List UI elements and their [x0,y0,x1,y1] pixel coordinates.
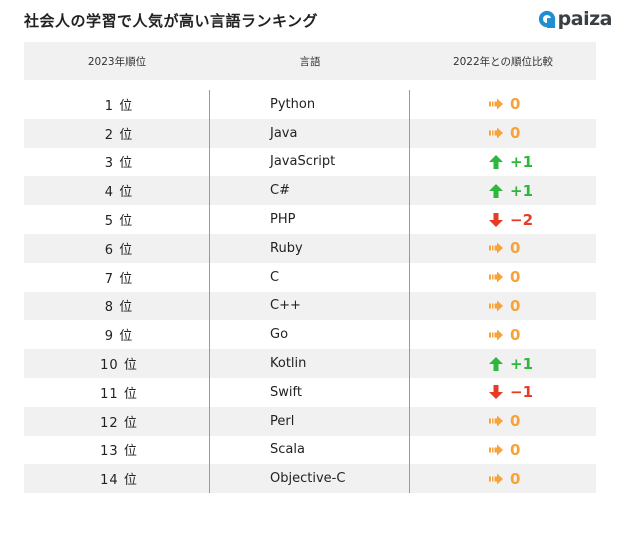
language-cell: Java [270,125,298,141]
rank-change-value: 0 [510,124,521,143]
table-row: 13 位 Scala 0 [24,436,596,465]
rank-cell: 2 位 [104,127,134,143]
rank-change-value: +1 [510,354,534,373]
compare-cell: 0 [410,297,596,315]
ranking-table: 2023年順位 言語 2022年との順位比較 1 位 Python 0 2 位 Java… [24,42,596,494]
compare-cell: +1 [410,182,596,200]
table-row: 9 位 Go 0 [24,320,596,349]
table-header: 2023年順位 言語 2022年との順位比較 [24,42,596,80]
table-row: 2 位 Java 0 [24,118,596,148]
table-row: 5 位 PHP −2 [24,205,596,234]
language-cell: JavaScript [270,154,336,170]
logo-text: paiza [557,8,613,30]
language-cell: Kotlin [270,356,307,372]
table-row: 3 位 JavaScript +1 [24,148,596,177]
arrow-right-icon [489,415,503,427]
rank-cell: 14 位 [100,473,138,489]
table-row: 1 位 Python 0 [24,90,596,119]
arrow-right-icon [489,98,503,110]
rank-change-value: +1 [510,152,534,171]
language-cell: Objective-C [270,471,346,487]
rank-cell: 13 位 [100,444,138,460]
compare-cell: 0 [410,326,596,344]
rank-cell: 8 位 [104,300,134,316]
rank-change-value: 0 [510,95,521,114]
rank-cell: 1 位 [104,98,134,114]
language-cell: Go [270,327,289,343]
rank-change-value: 0 [510,412,521,431]
column-divider [209,90,210,494]
rank-cell: 3 位 [104,156,134,172]
compare-cell: 0 [410,239,596,257]
language-cell: C [270,269,280,285]
table-row: 11 位 Swift −1 [24,378,596,407]
language-cell: Scala [270,442,305,458]
rank-change-value: 0 [510,296,521,315]
language-cell: Ruby [270,240,303,256]
header-language: 言語 [299,55,321,68]
compare-cell: 0 [410,268,596,286]
compare-cell: 0 [410,412,596,430]
table-body: 1 位 Python 0 2 位 Java 0 3 位 JavaScript +1 4 位 C# +1… [24,90,596,494]
compare-cell: +1 [410,153,596,171]
language-cell: Perl [270,413,295,429]
compare-cell: 0 [410,124,596,142]
compare-cell: 0 [410,441,596,459]
paiza-logo-icon [538,10,555,28]
rank-change-value: 0 [510,469,521,488]
language-cell: Swift [270,384,302,400]
language-cell: C++ [270,298,301,314]
arrow-down-icon [489,212,503,227]
arrow-up-icon [489,183,503,198]
rank-cell: 11 位 [100,386,138,402]
arrow-right-icon [489,473,503,485]
language-cell: C# [270,183,290,199]
header-compare: 2022年との順位比較 [452,55,554,68]
compare-cell: 0 [410,470,596,488]
rank-change-value: 0 [510,268,521,287]
table-row: 7 位 C 0 [24,263,596,292]
rank-cell: 4 位 [104,185,134,201]
arrow-right-icon [489,300,503,312]
rank-cell: 5 位 [104,214,134,230]
arrow-right-icon [489,329,503,341]
table-row: 10 位 Kotlin +1 [24,349,596,378]
column-divider [409,90,410,494]
rank-cell: 6 位 [104,242,134,258]
arrow-right-icon [489,242,503,254]
arrow-right-icon [489,271,503,283]
arrow-up-icon [489,356,503,371]
rank-change-value: −1 [510,383,534,402]
rank-change-value: 0 [510,325,521,344]
compare-cell: 0 [410,95,596,113]
table-row: 6 位 Ruby 0 [24,233,596,263]
rank-cell: 9 位 [104,329,134,345]
table-row: 8 位 C++ 0 [24,291,596,321]
page-title: 社会人の学習で人気が高い言語ランキング [24,12,319,30]
language-cell: Python [270,96,316,112]
table-row: 14 位 Objective-C 0 [24,464,596,494]
compare-cell: −1 [410,383,596,401]
header-rank: 2023年順位 [87,55,147,68]
rank-change-value: +1 [510,181,534,200]
arrow-up-icon [489,154,503,169]
rank-change-value: 0 [510,239,521,258]
arrow-right-icon [489,127,503,139]
compare-cell: −2 [410,211,596,229]
rank-cell: 12 位 [100,415,138,431]
rank-change-value: 0 [510,440,521,459]
table-row: 12 位 Perl 0 [24,406,596,436]
rank-cell: 7 位 [104,271,134,287]
table-row: 4 位 C# +1 [24,176,596,206]
compare-cell: +1 [410,355,596,373]
arrow-down-icon [489,385,503,400]
paiza-logo: paiza [538,8,613,30]
arrow-right-icon [489,444,503,456]
rank-cell: 10 位 [100,358,138,374]
rank-change-value: −2 [510,210,534,229]
language-cell: PHP [270,212,296,228]
